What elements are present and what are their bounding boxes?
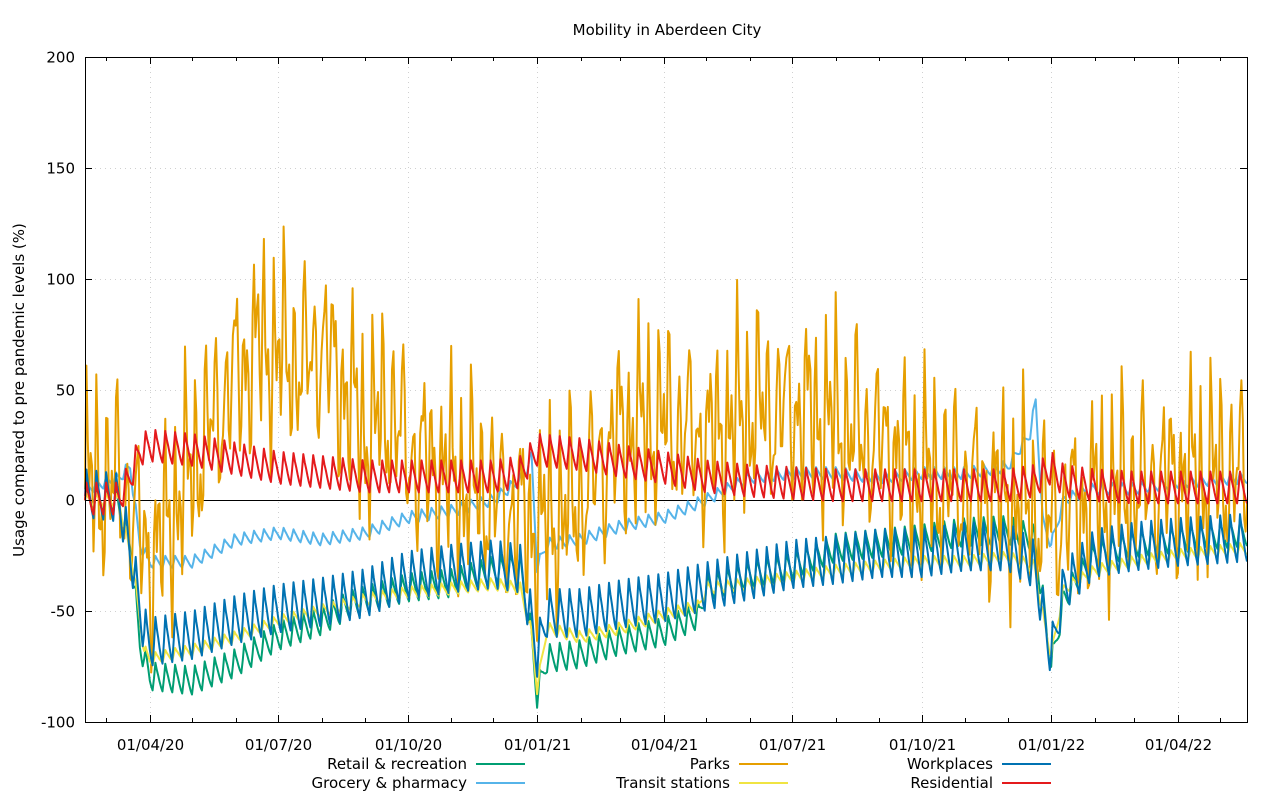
y-tick-label: 150 (46, 160, 75, 178)
y-tick-label: -100 (41, 714, 75, 732)
legend-label: Workplaces (907, 755, 993, 773)
legend-label: Retail & recreation (327, 755, 467, 773)
x-tick-label: 01/04/20 (117, 736, 184, 754)
x-tick-label: 01/04/21 (631, 736, 698, 754)
series-lines (84, 225, 1248, 709)
series-line-residential (84, 429, 1248, 516)
chart-title: Mobility in Aberdeen City (573, 21, 762, 39)
series-line-grocery-pharmacy (84, 398, 1248, 574)
y-tick-label: 50 (56, 382, 75, 400)
x-tick-label: 01/07/21 (759, 736, 826, 754)
y-tick-label: -50 (51, 603, 76, 621)
y-tick-label: 0 (65, 492, 75, 510)
legend-label: Residential (910, 774, 993, 792)
legend-label: Transit stations (615, 774, 730, 792)
axis-ticks: -100 -50 0 50 100 150 200 01/04/20 01/07/20 01/10… (41, 49, 1247, 754)
y-axis-label: Usage compared to pre pandemic levels (%… (10, 223, 28, 557)
legend-label: Grocery & pharmacy (312, 774, 468, 792)
x-tick-label: 01/01/22 (1018, 736, 1085, 754)
y-tick-label: 100 (46, 271, 75, 289)
x-tick-label: 01/10/21 (889, 736, 956, 754)
y-tick-label: 200 (46, 49, 75, 67)
series-line-workplaces (84, 468, 1248, 678)
legend-label: Parks (690, 755, 730, 773)
x-tick-label: 01/04/22 (1145, 736, 1212, 754)
x-tick-label: 01/10/20 (375, 736, 442, 754)
x-tick-label: 01/01/21 (504, 736, 571, 754)
x-tick-label: 01/07/20 (245, 736, 312, 754)
